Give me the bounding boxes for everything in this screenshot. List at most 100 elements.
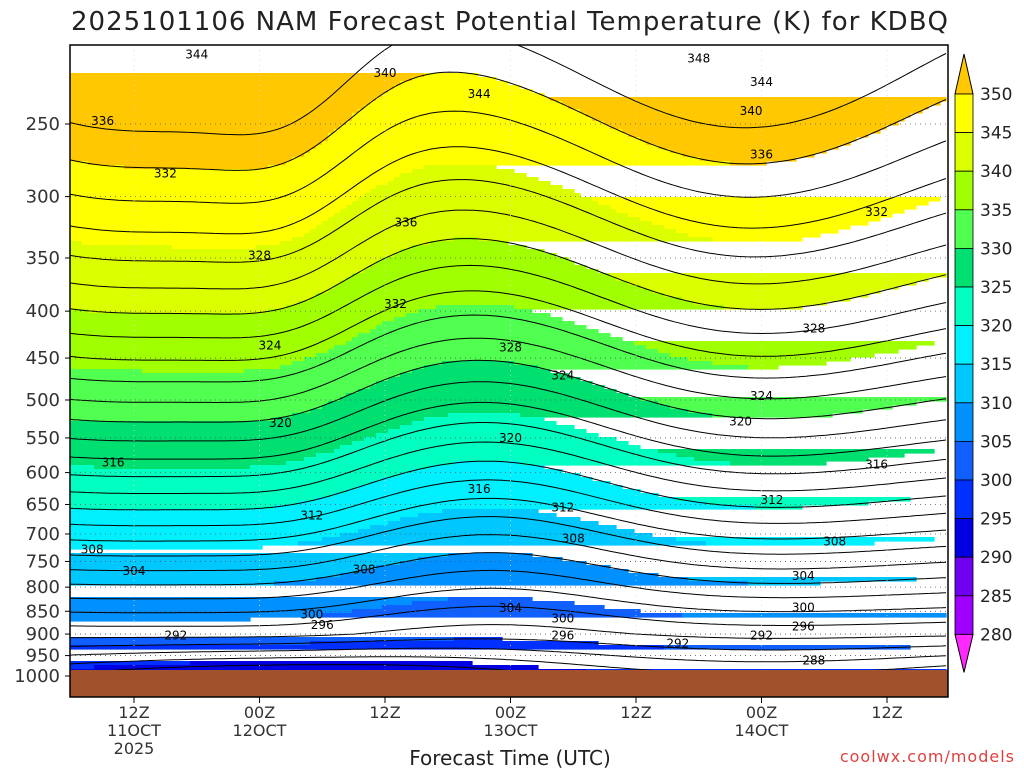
y-tick-label: 750	[26, 551, 60, 572]
temperature-cell	[394, 317, 563, 322]
contour-label: 332	[154, 166, 177, 180]
temperature-cell	[70, 193, 365, 198]
colorbar-swatch	[954, 479, 974, 519]
temperature-cell	[646, 141, 851, 146]
isentrope-line	[70, 497, 947, 542]
contour-label: 312	[300, 508, 323, 522]
y-tick-label: 600	[26, 463, 60, 484]
temperature-cell	[340, 209, 617, 214]
gridlines	[70, 45, 948, 670]
temperature-cell	[538, 365, 749, 370]
temperature-cell	[640, 397, 947, 402]
colorbar-swatch	[954, 170, 974, 211]
temperature-cell	[70, 157, 293, 162]
temperature-cell	[70, 521, 389, 526]
temperature-cell	[70, 577, 317, 582]
contour-label: 336	[394, 215, 417, 229]
temperature-cell	[628, 213, 893, 218]
isentrope-line	[70, 71, 947, 171]
temperature-cell	[586, 669, 947, 670]
temperature-cell	[70, 113, 353, 118]
temperature-cell	[70, 197, 359, 202]
temperature-cell	[382, 257, 569, 262]
temperature-cell	[694, 457, 869, 462]
temperature-cell	[436, 305, 515, 310]
chart-title: 2025101106 NAM Forecast Potential Temper…	[71, 7, 949, 37]
temperature-cell	[376, 565, 611, 570]
temperature-cell	[412, 77, 497, 82]
temperature-cell	[364, 437, 617, 442]
temperature-cell	[316, 225, 665, 230]
temperature-cell	[340, 573, 659, 578]
isentrope-line	[70, 179, 947, 263]
y-tick-label: 800	[26, 577, 60, 598]
temperature-cell	[352, 113, 587, 118]
temperature-cell	[358, 485, 623, 490]
isentrope-line	[70, 314, 947, 383]
temperature-cell	[250, 465, 431, 470]
temperature-cell	[400, 473, 581, 478]
temperature-cell	[322, 405, 671, 410]
temperature-cell	[298, 541, 707, 546]
temperature-cell	[304, 153, 683, 158]
temperature-cell	[70, 357, 305, 362]
temperature-cell	[70, 569, 359, 574]
colorbar-label: 305	[980, 432, 1012, 452]
temperature-cell	[70, 529, 359, 534]
temperature-cell	[364, 193, 581, 198]
temperature-cell	[448, 597, 533, 602]
temperature-cell	[70, 245, 173, 250]
contour-label: 312	[551, 501, 574, 515]
temperature-cell	[70, 337, 353, 342]
colorbar-swatch	[954, 247, 974, 288]
temperature-cell	[70, 309, 89, 314]
x-tick-label: 14OCT	[735, 721, 789, 740]
temperature-cell	[70, 85, 395, 90]
temperature-cell	[70, 477, 383, 482]
temperature-cell	[70, 433, 377, 438]
contour-label: 304	[792, 569, 815, 583]
temperature-cell	[328, 133, 629, 138]
isentrope-line	[70, 479, 947, 527]
y-tick-label: 850	[26, 601, 60, 622]
temperature-cell	[376, 381, 593, 386]
temperature-cell	[70, 153, 305, 158]
isentrope-line	[70, 552, 947, 586]
y-tick-label: 250	[26, 114, 60, 135]
temperature-cell	[70, 377, 389, 382]
temperature-cell	[70, 241, 83, 246]
contour-label: 336	[91, 114, 114, 128]
temperature-cell	[70, 537, 323, 542]
temperature-cell	[316, 145, 659, 150]
temperature-cell	[382, 477, 593, 482]
temperature-cell	[70, 561, 401, 566]
temperature-cell	[70, 209, 341, 214]
colorbar-label: 345	[980, 124, 1012, 144]
isentrope-line	[70, 337, 947, 403]
temperature-cell	[286, 461, 455, 466]
temperature-cell	[70, 317, 395, 322]
contour-label: 324	[259, 338, 282, 352]
colorbar-swatch	[954, 556, 974, 597]
contour-label: 316	[468, 482, 491, 496]
temperature-cell	[70, 281, 341, 286]
contour-label: 292	[750, 628, 773, 642]
temperature-cell	[628, 133, 869, 138]
y-tick-label: 350	[26, 248, 60, 269]
contour-label: 296	[551, 628, 574, 642]
temperature-cell	[388, 521, 599, 526]
temperature-cell	[364, 269, 599, 274]
temperature-cell	[70, 609, 353, 614]
temperature-cell	[616, 277, 929, 282]
temperature-cell	[340, 445, 641, 450]
temperature-cell	[676, 537, 935, 542]
temperature-cell	[310, 229, 677, 234]
temperature-cell	[352, 609, 641, 614]
isentrope-line	[70, 441, 947, 494]
temperature-cell	[304, 457, 695, 462]
temperature-cell	[382, 321, 575, 326]
contour-label: 324	[551, 368, 574, 382]
temperature-cell	[682, 153, 815, 158]
temperature-cell	[316, 453, 677, 458]
temperature-cell	[346, 121, 605, 126]
